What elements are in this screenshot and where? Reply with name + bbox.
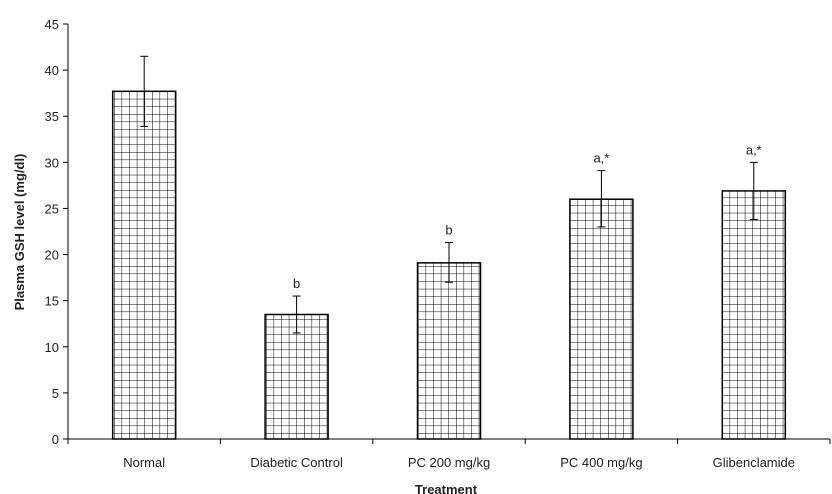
y-tick-label: 30 xyxy=(45,155,59,170)
x-tick-label: Diabetic Control xyxy=(250,455,343,470)
x-axis-title: Treatment xyxy=(415,482,478,494)
bar xyxy=(569,198,634,440)
plot-area: 0 5 10 15 20 25 30 35 40 45 Normal b Diabetic Contro… xyxy=(45,17,831,470)
y-axis-title: Plasma GSH level (mg/dl) xyxy=(12,154,27,311)
y-tick-label: 15 xyxy=(45,294,59,309)
y-tick-label: 0 xyxy=(52,432,59,447)
y-tick-label: 5 xyxy=(52,386,59,401)
y-tick-label: 25 xyxy=(45,201,59,216)
y-tick-label: 10 xyxy=(45,340,59,355)
x-tick-label: Glibenclamide xyxy=(713,455,795,470)
significance-label: a,* xyxy=(593,151,609,166)
bar xyxy=(721,190,787,440)
bar xyxy=(416,262,482,440)
significance-label: b xyxy=(293,276,300,291)
x-tick-label: PC 400 mg/kg xyxy=(560,455,642,470)
bar xyxy=(264,313,329,440)
y-tick-label: 40 xyxy=(45,63,59,78)
y-tick-label: 20 xyxy=(45,248,59,263)
significance-label: a,* xyxy=(746,142,762,157)
x-tick-label: PC 200 mg/kg xyxy=(408,455,490,470)
x-tick-label: Normal xyxy=(123,455,165,470)
bar xyxy=(111,90,177,440)
y-tick-label: 45 xyxy=(45,17,59,32)
significance-label: b xyxy=(445,223,452,238)
y-tick-label: 35 xyxy=(45,109,59,124)
